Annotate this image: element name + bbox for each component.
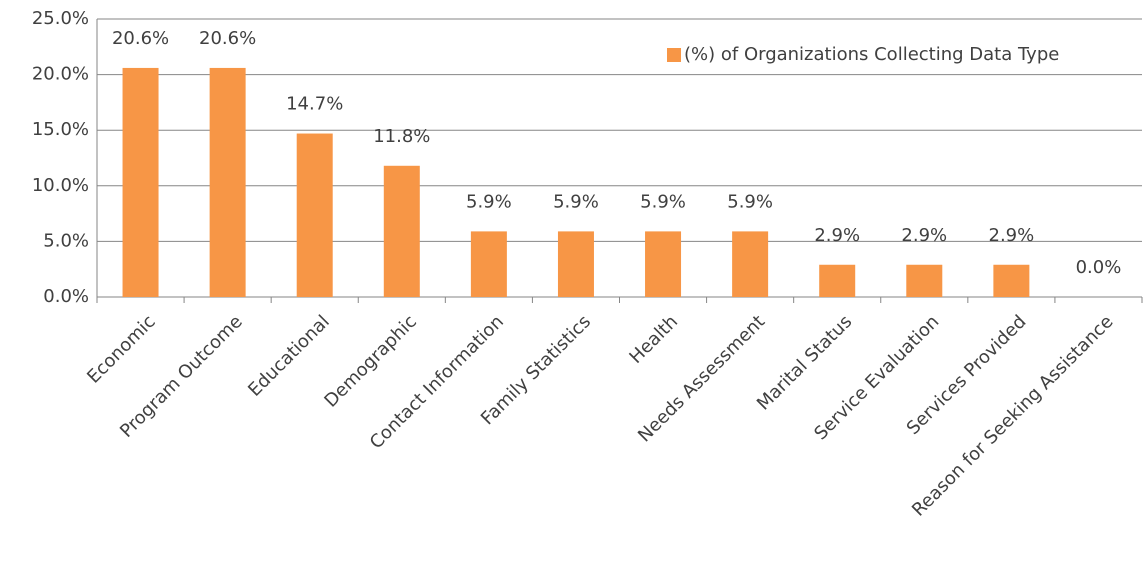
y-tick-label: 0.0% xyxy=(43,286,89,307)
value-label: 0.0% xyxy=(1076,257,1122,278)
value-label: 11.8% xyxy=(373,126,430,147)
value-label: 20.6% xyxy=(199,28,256,49)
x-tick-label: Economic xyxy=(83,311,159,387)
bar xyxy=(557,231,594,297)
value-label: 5.9% xyxy=(640,191,686,212)
value-label: 5.9% xyxy=(553,191,599,212)
value-label: 5.9% xyxy=(727,191,773,212)
y-tick-label: 25.0% xyxy=(32,8,89,29)
bar xyxy=(645,231,682,297)
y-tick-label: 15.0% xyxy=(32,119,89,140)
value-label: 20.6% xyxy=(112,28,169,49)
bar xyxy=(209,67,246,297)
bar xyxy=(383,165,420,297)
bar xyxy=(993,264,1030,297)
x-tick-label: Health xyxy=(625,311,682,368)
bar xyxy=(906,264,943,297)
y-tick-label: 5.0% xyxy=(43,230,89,251)
value-label: 14.7% xyxy=(286,94,343,115)
x-tick-label: Educational xyxy=(244,311,334,401)
bar xyxy=(470,231,507,297)
y-tick-label: 20.0% xyxy=(32,64,89,85)
x-tick-label: Demographic xyxy=(320,311,420,411)
legend-swatch xyxy=(667,48,681,62)
bar xyxy=(296,133,333,297)
value-label: 5.9% xyxy=(466,191,512,212)
bar xyxy=(122,67,159,297)
value-label: 2.9% xyxy=(989,225,1035,246)
value-label: 2.9% xyxy=(901,225,947,246)
bar xyxy=(819,264,856,297)
bar xyxy=(732,231,769,297)
value-label: 2.9% xyxy=(814,225,860,246)
y-tick-label: 10.0% xyxy=(32,175,89,196)
legend-label: (%) of Organizations Collecting Data Typ… xyxy=(684,44,1059,65)
